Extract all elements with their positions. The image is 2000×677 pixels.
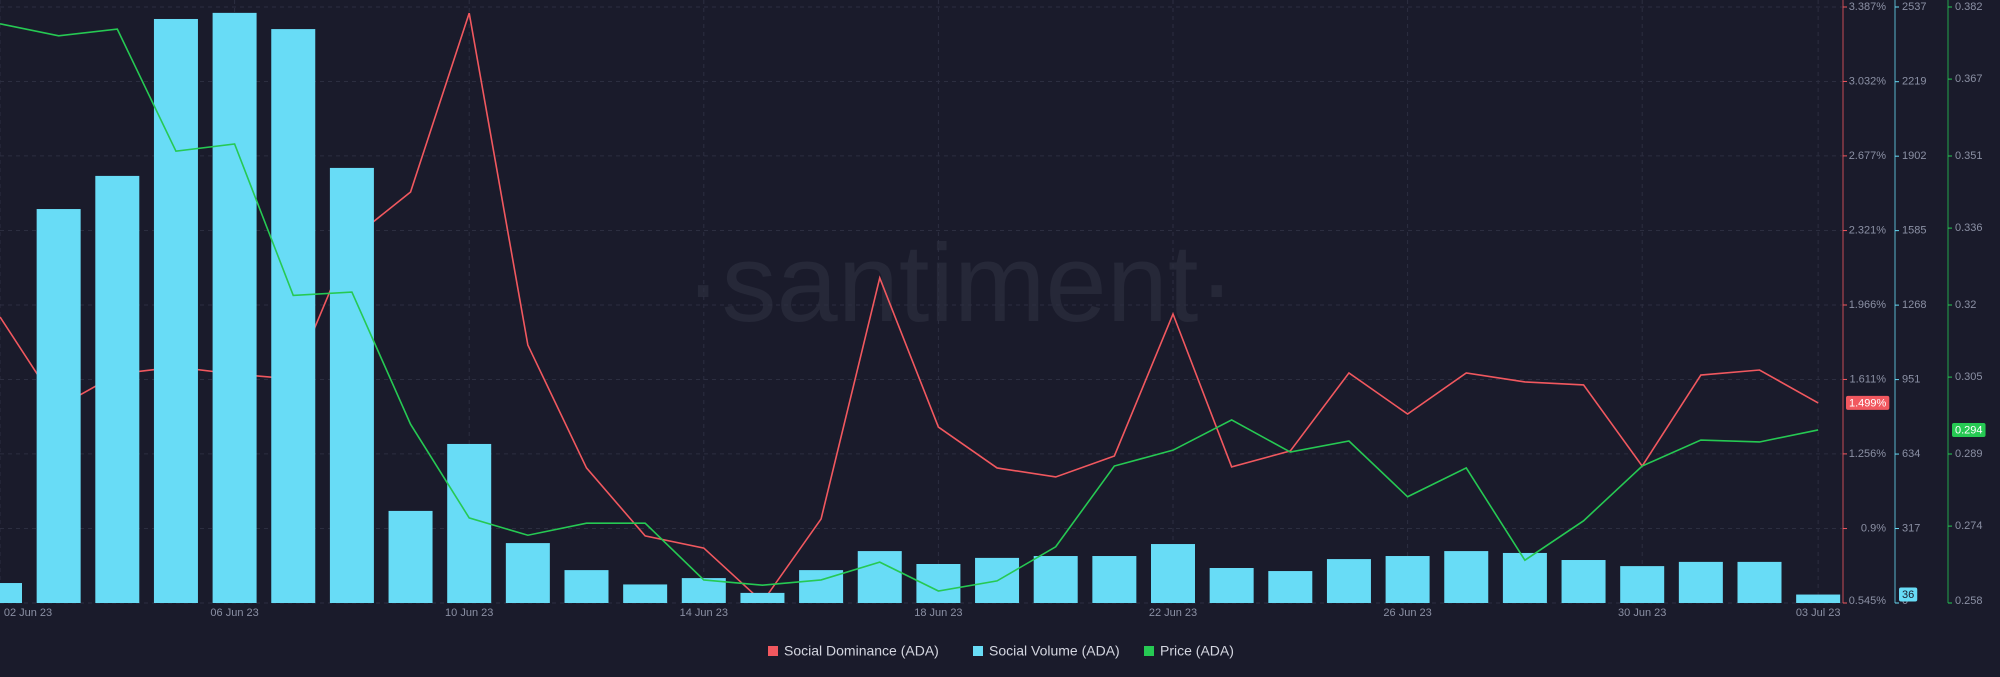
y-tick-label: 0.545% — [1849, 595, 1887, 607]
y-tick-label: 2219 — [1902, 76, 1926, 88]
bar — [153, 18, 198, 603]
legend-label: Social Volume (ADA) — [989, 643, 1120, 659]
y-tick-label: 0.382 — [1955, 1, 1983, 13]
bar — [564, 570, 609, 603]
bar — [1268, 571, 1313, 603]
line — [0, 23, 1819, 592]
bar — [0, 583, 22, 603]
y-tick-label: 317 — [1902, 522, 1920, 534]
x-tick-label: 14 Jun 23 — [680, 607, 728, 619]
y-tick-label: 0.289 — [1955, 448, 1983, 460]
y-tick-label: 0.336 — [1955, 222, 1983, 234]
x-tick-label: 10 Jun 23 — [445, 607, 493, 619]
y-tick-label: 1.256% — [1849, 448, 1887, 460]
value-badge — [1846, 395, 1890, 410]
bar — [1151, 544, 1195, 603]
bar — [1502, 552, 1547, 603]
y-tick-label: 1585 — [1902, 225, 1926, 237]
bar — [1678, 561, 1723, 603]
bar — [271, 29, 316, 604]
bar — [329, 167, 374, 603]
bar — [1092, 556, 1137, 603]
y-tick-label: 1268 — [1902, 299, 1926, 311]
legend-swatch — [768, 646, 778, 656]
y-tick-label: 3.032% — [1849, 75, 1887, 87]
value-label: 36 — [1902, 589, 1914, 601]
x-tick-label: 26 Jun 23 — [1383, 607, 1431, 619]
x-tick-label: 06 Jun 23 — [210, 607, 258, 619]
value-badge — [1899, 587, 1918, 602]
bar — [95, 175, 140, 603]
bar — [1209, 567, 1254, 603]
y-tick-label: 1902 — [1902, 150, 1926, 162]
y-tick-label: 0.258 — [1955, 595, 1983, 607]
bar — [388, 510, 433, 603]
y-tick-label: 1.966% — [1849, 299, 1887, 311]
y-tick-label: 951 — [1902, 373, 1920, 385]
legend-swatch — [1144, 646, 1154, 656]
bar — [1326, 559, 1371, 603]
bar — [1620, 566, 1665, 603]
bar — [447, 443, 492, 603]
bar — [681, 578, 726, 603]
y-tick-label: 0.305 — [1955, 371, 1983, 383]
y-tick-label: 2537 — [1902, 1, 1926, 13]
value-label: 0.294 — [1955, 424, 1983, 436]
y-tick-label: 2.677% — [1849, 150, 1887, 162]
bar — [1737, 561, 1782, 603]
value-badge — [1952, 422, 1986, 437]
y-tick-label: 634 — [1902, 448, 1920, 460]
bar — [212, 12, 257, 603]
x-tick-label: 03 Jul 23 — [1796, 607, 1841, 619]
bar — [623, 584, 668, 603]
bar — [1796, 594, 1841, 603]
watermark: ·santiment· — [685, 222, 1235, 345]
x-tick-label: 22 Jun 23 — [1149, 607, 1197, 619]
y-tick-label: 0.367 — [1955, 73, 1983, 85]
bar — [1385, 556, 1430, 603]
bar — [36, 209, 81, 603]
x-tick-label: 02 Jun 23 — [4, 607, 52, 619]
bar — [505, 543, 550, 603]
y-tick-label: 3.387% — [1849, 1, 1887, 13]
legend-label: Price (ADA) — [1160, 643, 1234, 659]
bar — [1444, 551, 1489, 603]
x-tick-label: 30 Jun 23 — [1618, 607, 1666, 619]
x-tick-label: 18 Jun 23 — [914, 607, 962, 619]
bar — [1561, 560, 1606, 603]
y-tick-label: 0.351 — [1955, 150, 1983, 162]
y-tick-label: 1.611% — [1850, 373, 1887, 385]
y-tick-label: 0.9% — [1861, 522, 1886, 534]
y-tick-label: 2.321% — [1849, 224, 1887, 236]
y-tick-label: 0.274 — [1955, 520, 1983, 532]
legend-label: Social Dominance (ADA) — [784, 643, 939, 659]
bar — [1033, 556, 1078, 603]
legend-swatch — [973, 646, 983, 656]
value-label: 1.499% — [1849, 397, 1887, 409]
bar — [857, 551, 902, 603]
bar — [740, 592, 785, 603]
y-tick-label: 0.32 — [1955, 299, 1976, 311]
